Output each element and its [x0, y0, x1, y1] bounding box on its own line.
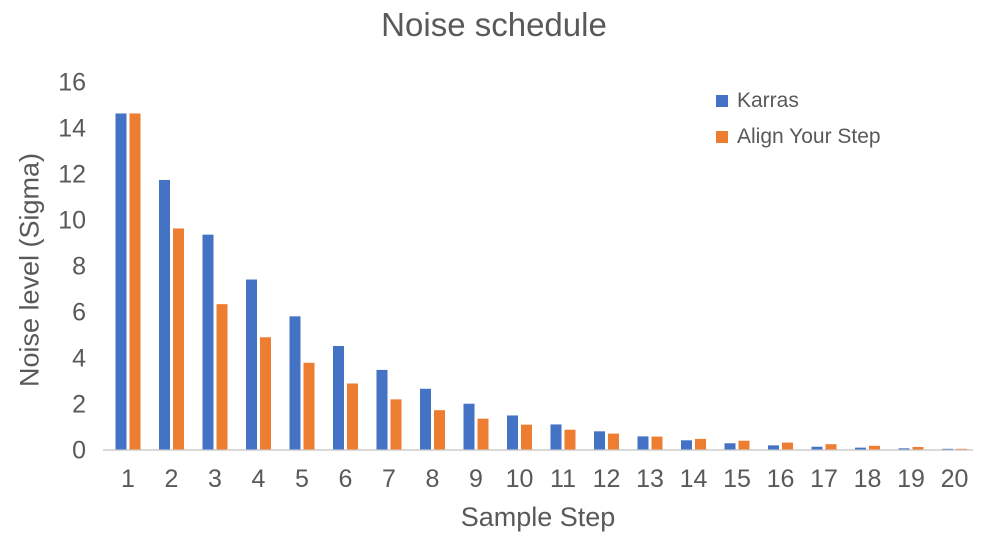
- x-tick-label-13: 13: [636, 465, 664, 493]
- bar-align-your-step-step-9: [477, 418, 489, 450]
- bar-karras-step-6: [333, 346, 344, 450]
- bar-align-your-step-step-11: [564, 429, 576, 450]
- bar-align-your-step-step-14: [695, 438, 706, 450]
- bar-align-your-step-step-5: [303, 362, 315, 450]
- bar-align-your-step-step-2: [173, 228, 184, 450]
- x-tick-label-8: 8: [426, 465, 440, 493]
- x-tick-label-19: 19: [897, 465, 925, 493]
- x-axis-title: Sample Step: [460, 502, 616, 532]
- y-tick-label-8: 8: [72, 253, 86, 281]
- x-tick-label-9: 9: [469, 465, 483, 493]
- bar-align-your-step-step-17: [825, 444, 837, 450]
- bar-karras-step-18: [855, 447, 866, 450]
- bar-align-your-step-step-20: [956, 448, 967, 450]
- legend: Karras Align Your Step: [716, 89, 881, 161]
- bar-karras-step-17: [811, 446, 823, 450]
- bar-align-your-step-step-4: [260, 337, 271, 450]
- chart-title: Noise schedule: [381, 6, 607, 43]
- x-tick-label-7: 7: [382, 465, 396, 493]
- bar-karras-step-13: [637, 436, 649, 450]
- bar-karras-step-1: [115, 113, 127, 450]
- bar-karras-step-2: [159, 179, 170, 450]
- y-tick-label-12: 12: [58, 161, 86, 189]
- legend-label-align-your-step: Align Your Step: [737, 125, 881, 148]
- legend-label-karras: Karras: [737, 89, 799, 112]
- bar-karras-step-14: [681, 440, 692, 450]
- bar-karras-step-5: [289, 316, 301, 450]
- bar-karras-step-15: [724, 443, 736, 450]
- bar-align-your-step-step-3: [216, 304, 228, 450]
- y-tick-label-6: 6: [72, 299, 86, 327]
- y-tick-label-4: 4: [72, 345, 86, 373]
- bar-align-your-step-step-8: [434, 410, 445, 450]
- bar-align-your-step-step-18: [869, 445, 880, 450]
- align-your-step-legend-swatch-icon: [716, 131, 728, 143]
- x-tick-label-15: 15: [723, 465, 751, 493]
- bar-align-your-step-step-7: [390, 399, 402, 450]
- bar-karras-step-3: [202, 234, 214, 450]
- bar-align-your-step-step-19: [912, 446, 924, 450]
- y-tick-label-0: 0: [72, 437, 86, 465]
- bar-align-your-step-step-12: [608, 433, 619, 450]
- bar-align-your-step-step-15: [738, 440, 750, 450]
- x-tick-label-10: 10: [506, 465, 534, 493]
- bar-karras-step-9: [463, 403, 475, 450]
- y-tick-label-16: 16: [58, 69, 86, 97]
- bar-karras-step-12: [594, 431, 605, 450]
- bar-karras-step-16: [768, 445, 779, 450]
- bar-align-your-step-step-1: [129, 113, 141, 450]
- y-tick-label-2: 2: [72, 391, 86, 419]
- x-tick-label-17: 17: [810, 465, 838, 493]
- x-tick-label-11: 11: [550, 465, 576, 493]
- bar-karras-step-7: [376, 369, 388, 450]
- bar-karras-step-10: [507, 415, 518, 450]
- y-tick-label-10: 10: [58, 207, 86, 235]
- x-tick-label-4: 4: [252, 465, 266, 493]
- bar-align-your-step-step-13: [651, 436, 663, 450]
- x-tick-label-18: 18: [854, 465, 882, 493]
- bar-karras-step-8: [420, 388, 431, 450]
- x-tick-label-1: 1: [121, 465, 135, 493]
- bar-karras-step-4: [246, 279, 257, 450]
- x-tick-label-12: 12: [593, 465, 621, 493]
- x-tick-label-5: 5: [295, 465, 309, 493]
- x-tick-label-20: 20: [941, 465, 969, 493]
- x-tick-label-16: 16: [767, 465, 795, 493]
- bar-karras-step-20: [942, 448, 953, 450]
- bar-align-your-step-step-6: [347, 383, 358, 450]
- legend-item-karras: Karras: [716, 89, 881, 113]
- bar-align-your-step-step-10: [521, 424, 532, 450]
- y-tick-label-14: 14: [58, 115, 86, 143]
- bar-karras-step-11: [550, 424, 562, 450]
- x-tick-label-6: 6: [339, 465, 353, 493]
- legend-item-align-your-step: Align Your Step: [716, 125, 881, 149]
- x-tick-label-3: 3: [208, 465, 222, 493]
- bar-karras-step-19: [898, 448, 910, 450]
- karras-legend-swatch-icon: [716, 95, 728, 107]
- x-tick-label-14: 14: [680, 465, 708, 493]
- x-tick-label-2: 2: [165, 465, 179, 493]
- bar-align-your-step-step-16: [782, 442, 793, 450]
